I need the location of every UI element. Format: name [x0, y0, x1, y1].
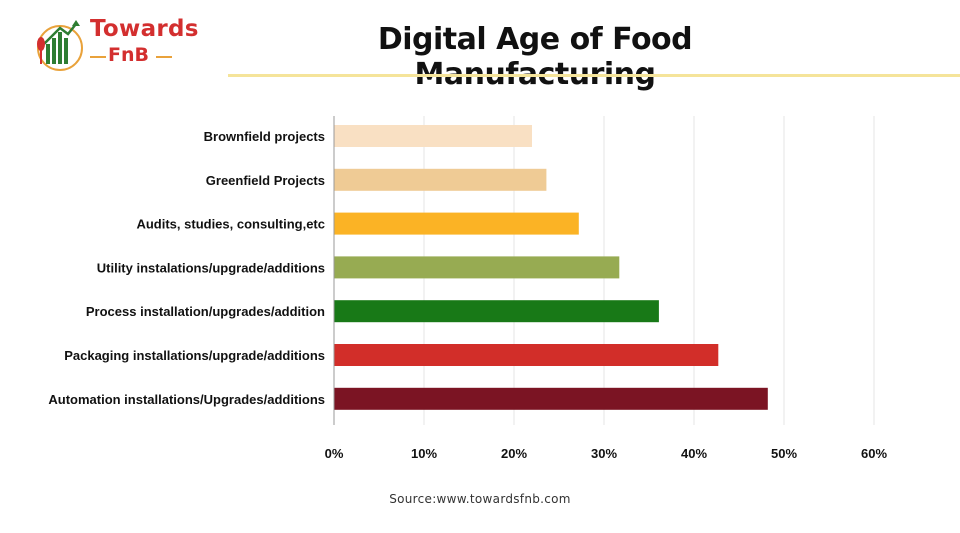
category-label: Audits, studies, consulting,etc: [136, 217, 325, 232]
category-label: Utility instalations/upgrade/additions: [97, 260, 325, 275]
category-label: Greenfield Projects: [206, 173, 325, 188]
bar: [334, 300, 659, 323]
source-note: Source:www.towardsfnb.com: [389, 492, 571, 506]
title-underline: [228, 74, 960, 77]
bar: [334, 125, 532, 147]
bar: [334, 256, 620, 279]
logo-dash-left: [90, 56, 106, 58]
bar: [334, 212, 579, 235]
category-label: Process installation/upgrades/addition: [86, 304, 325, 319]
bar-chart: Brownfield projects Greenfield Projects Au…: [48, 116, 887, 461]
x-tick-label: 30%: [591, 446, 617, 461]
chart-title: Digital Age of Food Manufacturing: [377, 22, 693, 92]
brand-logo: Towards FnB: [30, 14, 199, 74]
x-tick-label: 10%: [411, 446, 437, 461]
brand-name-line2: FnB: [108, 44, 149, 66]
category-label: Brownfield projects: [204, 129, 325, 144]
bar: [334, 344, 719, 366]
logo-dash-right: [156, 56, 172, 58]
brand-name-line1: Towards: [90, 16, 199, 42]
x-tick-label: 60%: [861, 446, 887, 461]
category-label: Packaging installations/upgrade/addition…: [64, 348, 325, 363]
x-tick-label: 50%: [771, 446, 797, 461]
x-tick-label: 40%: [681, 446, 707, 461]
category-label: Automation installations/Upgrades/additi…: [48, 392, 325, 407]
bar: [334, 168, 547, 191]
towards-fnb-logo-icon: [37, 20, 83, 71]
x-tick-label: 0%: [325, 446, 344, 461]
bar: [334, 387, 768, 410]
x-tick-label: 20%: [501, 446, 527, 461]
